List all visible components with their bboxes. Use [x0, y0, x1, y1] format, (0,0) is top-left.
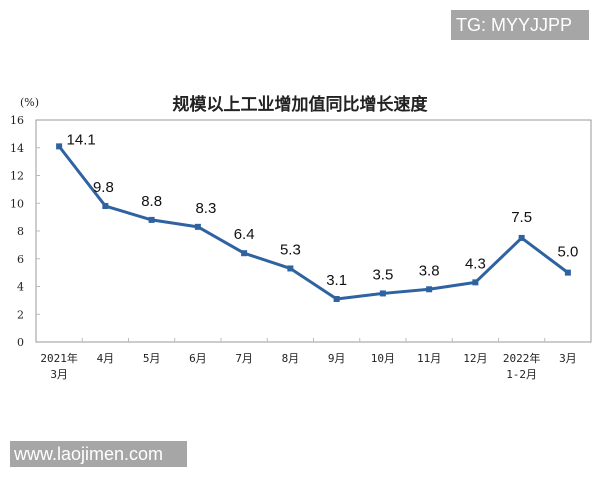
- data-markers: [56, 143, 571, 302]
- y-axis-unit: (%): [20, 96, 39, 109]
- y-tick-label: 16: [10, 114, 24, 127]
- y-tick-label: 8: [17, 225, 24, 238]
- data-point-marker: [194, 223, 201, 230]
- data-label: 8.8: [141, 193, 162, 210]
- data-label: 7.5: [511, 209, 532, 226]
- data-point-marker: [518, 234, 525, 241]
- watermark-bottom: www.laojimen.com: [10, 441, 187, 467]
- watermark-top: TG: MYYJJPP: [451, 10, 589, 40]
- data-point-marker: [148, 216, 155, 223]
- x-axis: 2021年 3月 4月 5月 6月 7月 8月 9月 10月 11月 12月 2022年 1-2月 3月: [40, 338, 577, 381]
- x-tick-label: 2021年: [40, 351, 78, 365]
- data-label: 5.0: [557, 244, 578, 261]
- series-line: [57, 145, 569, 301]
- x-tick-label: 10月: [371, 352, 395, 365]
- x-tick-label: 1-2月: [506, 368, 537, 381]
- data-point-marker: [333, 295, 340, 302]
- chart-title: 规模以上工业增加值同比增长速度: [172, 95, 428, 115]
- data-point-marker: [426, 286, 433, 293]
- data-labels: 14.1 9.8 8.8 8.3 6.4 5.3 3.1 3.5 3.8 4.3 7.5 5.0: [67, 131, 579, 289]
- data-label: 3.5: [372, 266, 393, 283]
- x-tick-label: 11月: [417, 352, 441, 365]
- data-point-marker: [472, 279, 479, 286]
- x-tick-label: 12月: [463, 352, 487, 365]
- data-point-marker: [564, 269, 571, 276]
- x-tick-label: 3月: [559, 352, 577, 365]
- data-label: 9.8: [93, 179, 114, 196]
- data-label: 8.3: [195, 200, 216, 217]
- data-point-marker: [102, 203, 109, 210]
- x-tick-label: 3月: [50, 368, 68, 381]
- data-label: 6.4: [234, 226, 255, 243]
- y-tick-label: 6: [17, 253, 24, 266]
- y-tick-label: 0: [17, 336, 24, 349]
- x-tick-label: 7月: [235, 352, 253, 365]
- data-label: 3.8: [419, 262, 440, 279]
- y-tick-label: 10: [10, 197, 24, 210]
- y-tick-label: 2: [17, 308, 24, 321]
- data-label: 4.3: [465, 255, 486, 272]
- x-tick-label: 9月: [328, 352, 346, 365]
- x-tick-label: 8月: [282, 352, 300, 365]
- x-tick-label: 5月: [143, 352, 161, 365]
- data-point-marker: [56, 143, 63, 150]
- y-tick-label: 4: [17, 281, 24, 294]
- x-tick-label: 6月: [189, 352, 207, 365]
- data-label: 3.1: [326, 272, 347, 289]
- y-tick-label: 12: [10, 170, 24, 183]
- plot-frame: [35, 119, 592, 343]
- data-point-marker: [379, 290, 386, 297]
- data-point-marker: [287, 265, 294, 272]
- x-tick-label: 4月: [97, 352, 115, 365]
- x-tick-label: 2022年: [503, 351, 541, 365]
- y-tick-label: 14: [10, 142, 24, 155]
- y-axis: 0 2 4 6 8 10 12 14 16: [10, 114, 40, 349]
- data-label: 5.3: [280, 241, 301, 258]
- data-label: 14.1: [67, 131, 96, 148]
- data-point-marker: [241, 250, 248, 257]
